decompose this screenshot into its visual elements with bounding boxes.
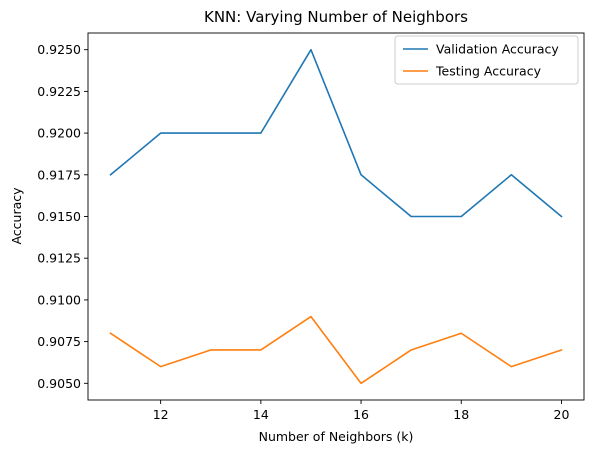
x-tick-label: 14 [253,407,269,422]
y-tick-label: 0.9150 [37,209,81,224]
y-tick-label: 0.9050 [37,376,81,391]
legend: Validation Accuracy Testing Accuracy [394,35,579,85]
y-tick-label: 0.9250 [37,42,81,57]
series-line-0 [109,48,563,218]
series-layer [109,48,563,385]
y-tick-label: 0.9125 [37,251,81,266]
legend-label-1: Testing Accuracy [435,64,542,79]
y-tick-label: 0.9075 [37,334,81,349]
y-tick-label: 0.9100 [37,292,81,307]
x-tick-label: 20 [554,407,570,422]
series-line-1 [109,315,563,385]
y-tick-label: 0.9200 [37,126,81,141]
legend-label-0: Validation Accuracy [436,42,559,57]
y-tick-label: 0.9225 [37,84,81,99]
y-tick-label: 0.9175 [37,167,81,182]
x-tick-label: 16 [353,407,369,422]
y-axis-label: Accuracy [9,187,24,245]
legend-box [394,35,579,85]
chart-title: KNN: Varying Number of Neighbors [204,8,468,26]
x-axis-label: Number of Neighbors (k) [259,429,414,444]
x-tick-label: 18 [453,407,469,422]
axes-layer: 12 14 16 18 20 0.9050 0.9075 0.9100 0.9125 0.9150… [37,32,585,422]
x-tick-label: 12 [153,407,169,422]
